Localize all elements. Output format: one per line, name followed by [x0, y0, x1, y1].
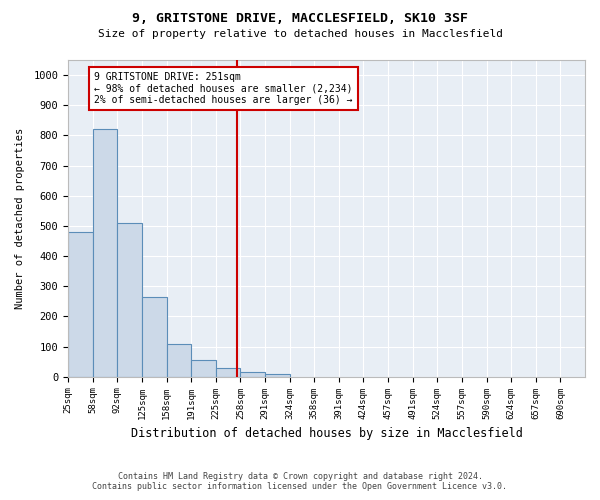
Bar [117, 223, 142, 376]
Bar [216, 368, 241, 376]
Bar [142, 297, 167, 376]
Bar [265, 374, 290, 376]
Bar [167, 344, 191, 376]
Bar [191, 360, 216, 376]
Text: Size of property relative to detached houses in Macclesfield: Size of property relative to detached ho… [97, 29, 503, 39]
Text: 9, GRITSTONE DRIVE, MACCLESFIELD, SK10 3SF: 9, GRITSTONE DRIVE, MACCLESFIELD, SK10 3… [132, 12, 468, 26]
Bar [241, 372, 265, 376]
Text: Contains HM Land Registry data © Crown copyright and database right 2024.
Contai: Contains HM Land Registry data © Crown c… [92, 472, 508, 491]
Y-axis label: Number of detached properties: Number of detached properties [15, 128, 25, 309]
X-axis label: Distribution of detached houses by size in Macclesfield: Distribution of detached houses by size … [131, 427, 523, 440]
Bar [92, 130, 117, 376]
Text: 9 GRITSTONE DRIVE: 251sqm
← 98% of detached houses are smaller (2,234)
2% of sem: 9 GRITSTONE DRIVE: 251sqm ← 98% of detac… [94, 72, 353, 106]
Bar [68, 232, 92, 376]
